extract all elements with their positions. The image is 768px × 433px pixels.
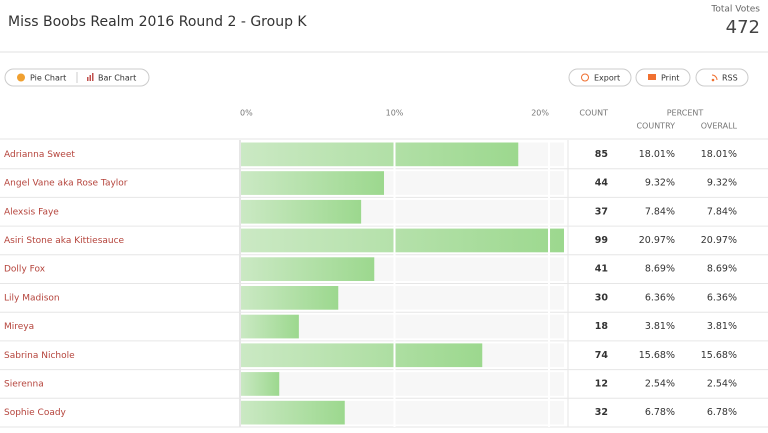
- button-frame: [695, 68, 749, 87]
- country-percent: 20.97%: [639, 235, 675, 246]
- overall-percent: 6.36%: [707, 292, 737, 303]
- overall-percent: 8.69%: [707, 264, 737, 275]
- x-tick-label: 20%: [531, 109, 549, 118]
- column-header: COUNTRY: [636, 122, 675, 131]
- bar: [240, 400, 345, 425]
- country-percent: 6.78%: [645, 407, 675, 418]
- vote-count: 37: [595, 206, 608, 217]
- candidate-name: Sierenna: [4, 379, 44, 389]
- bar: [240, 257, 375, 281]
- x-tick-label: 0%: [240, 109, 253, 118]
- bar-track: [240, 314, 564, 339]
- button-frame: [568, 68, 632, 87]
- chart-toggle: Pie Chart Bar Chart: [4, 68, 150, 87]
- export-button[interactable]: Export: [568, 68, 632, 87]
- button-label: Pie Chart: [30, 74, 66, 83]
- bar: [240, 171, 384, 195]
- vote-count: 44: [595, 178, 609, 189]
- column-header: COUNT: [579, 109, 608, 118]
- vote-count: 85: [595, 149, 608, 160]
- x-tick-label: 10%: [386, 109, 404, 118]
- country-percent: 6.36%: [645, 292, 675, 303]
- candidate-name: Sabrina Nichole: [4, 351, 75, 361]
- button-frame: [635, 68, 691, 87]
- column-header: PERCENT: [667, 109, 704, 118]
- candidate-name: Lily Madison: [4, 293, 60, 303]
- bar-icon: [89, 75, 91, 81]
- candidate-name: Mireya: [4, 322, 34, 332]
- export-icon: [581, 73, 589, 82]
- print-button[interactable]: Print: [635, 68, 691, 87]
- country-percent: 15.68%: [639, 350, 675, 361]
- pie-icon: [17, 73, 25, 82]
- bar: [240, 199, 362, 224]
- button-label: Export: [594, 74, 620, 83]
- bar-chart-button[interactable]: Bar Chart: [87, 73, 136, 83]
- overall-percent: 9.32%: [707, 178, 737, 189]
- overall-percent: 6.78%: [707, 407, 737, 418]
- country-percent: 2.54%: [645, 378, 675, 389]
- bar: [240, 228, 564, 253]
- rss-button[interactable]: RSS: [695, 68, 749, 87]
- overall-percent: 3.81%: [707, 321, 737, 332]
- vote-count: 99: [595, 235, 608, 246]
- bar-track: [240, 372, 564, 396]
- bar: [240, 142, 519, 167]
- candidate-name: Angel Vane aka Rose Taylor: [4, 179, 128, 189]
- overall-percent: 18.01%: [701, 149, 737, 160]
- bar: [240, 343, 483, 368]
- candidate-name: Asiri Stone aka Kittiesauce: [4, 236, 125, 246]
- candidate-name: Dolly Fox: [4, 265, 46, 275]
- vote-count: 32: [595, 407, 608, 418]
- rss-icon: [711, 78, 715, 82]
- overall-percent: 2.54%: [707, 378, 737, 389]
- candidate-name: Sophie Coady: [4, 408, 67, 418]
- vote-count: 12: [595, 378, 608, 389]
- overall-percent: 7.84%: [707, 206, 737, 217]
- button-label: RSS: [722, 74, 738, 83]
- bar-icon: [92, 73, 94, 81]
- pie-chart-button[interactable]: Pie Chart: [17, 73, 66, 83]
- country-percent: 8.69%: [645, 264, 675, 275]
- button-label: Bar Chart: [98, 74, 136, 83]
- country-percent: 18.01%: [639, 149, 675, 160]
- bar: [240, 372, 280, 396]
- total-label: Total Votes: [710, 5, 760, 15]
- rss-icon: [711, 74, 718, 81]
- vote-count: 74: [595, 350, 609, 361]
- country-percent: 9.32%: [645, 178, 675, 189]
- total-value: 472: [726, 17, 760, 38]
- poll-title: Miss Boobs Realm 2016 Round 2 - Group K: [8, 14, 307, 30]
- candidate-name: Adrianna Sweet: [4, 150, 75, 160]
- overall-percent: 20.97%: [701, 235, 737, 246]
- country-percent: 7.84%: [645, 206, 675, 217]
- bar: [240, 314, 299, 339]
- candidate-name: Alexsis Faye: [4, 207, 59, 217]
- column-header: OVERALL: [701, 122, 738, 131]
- bar-icon: [87, 77, 89, 81]
- vote-count: 18: [595, 321, 609, 332]
- print-icon: [648, 74, 656, 80]
- bar: [240, 286, 339, 310]
- button-label: Print: [661, 74, 679, 83]
- country-percent: 3.81%: [645, 321, 675, 332]
- vote-count: 30: [595, 292, 609, 303]
- vote-count: 41: [595, 264, 608, 275]
- overall-percent: 15.68%: [701, 350, 737, 361]
